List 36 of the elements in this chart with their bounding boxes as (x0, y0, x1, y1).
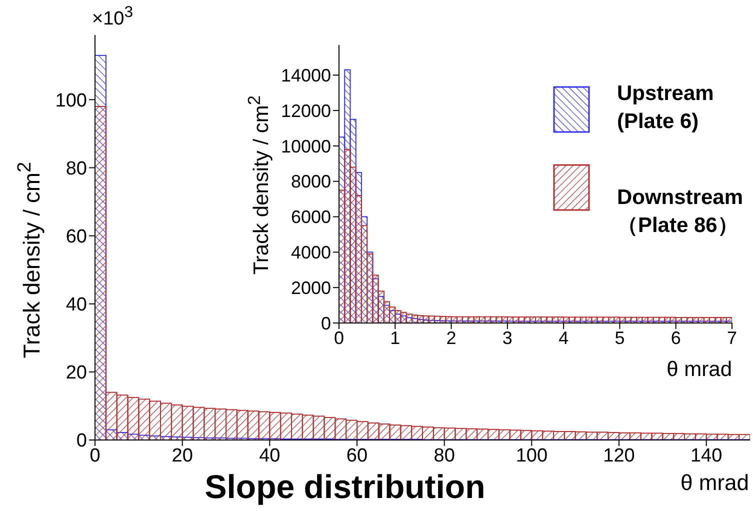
x-axis-title: θ mrad (680, 470, 749, 496)
y-tick-label: 12000 (280, 100, 331, 121)
legend-label: Upstream (Plate 6) (616, 81, 714, 135)
x-tick-label: 4 (558, 328, 569, 348)
y-tick-label: 10000 (280, 136, 331, 156)
y-tick-label: 6000 (290, 207, 331, 228)
x-tick-label: 6 (670, 328, 681, 348)
text: Slope distribution (204, 468, 486, 506)
y-tick-label: 0 (76, 430, 87, 452)
y-tick-label: 14000 (280, 65, 331, 86)
x-tick-label: 1 (390, 328, 400, 348)
y-tick-label: 20 (66, 362, 87, 384)
x-tick-label: 2 (446, 328, 456, 348)
x-tick-label: 5 (614, 328, 625, 348)
x-tick-label: 7 (726, 328, 738, 348)
y-tick-label: 60 (66, 226, 87, 248)
y-tick-label: 80 (66, 158, 87, 180)
x-tick-label: 140 (690, 445, 722, 466)
x-tick-label: 3 (502, 328, 512, 348)
y-tick-label: 4000 (290, 242, 331, 263)
x-tick-label: 0 (334, 328, 344, 348)
x-tick-label: 100 (516, 445, 548, 466)
y-tick-label: 100 (55, 90, 87, 112)
y-tick-label: 0 (320, 313, 331, 334)
x-tick-label: 60 (346, 445, 368, 466)
x-tick-label: 120 (603, 445, 635, 466)
x-tick-label: 80 (434, 445, 455, 466)
x-axis-title: θ mrad (666, 358, 732, 382)
x-tick-label: 40 (259, 445, 280, 466)
y-tick-label: 2000 (290, 278, 331, 298)
y-tick-label: 40 (66, 294, 87, 316)
y-tick-label: 8000 (290, 172, 331, 192)
x-tick-label: 0 (90, 445, 100, 466)
legend-label: Downstream （Plate 86） (616, 185, 743, 239)
x-tick-label: 20 (172, 445, 193, 466)
text: ×10$^{3}$ (92, 4, 134, 30)
